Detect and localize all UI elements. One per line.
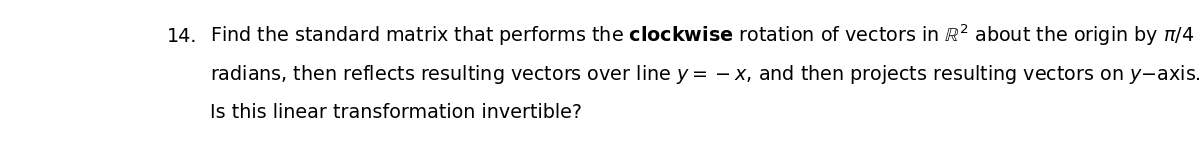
Text: radians, then reflects resulting vectors over line $y = -x$, and then projects r: radians, then reflects resulting vectors… [210,63,1200,86]
Text: Is this linear transformation invertible?: Is this linear transformation invertible… [210,103,582,122]
Text: 14.: 14. [167,27,197,46]
Text: Find the standard matrix that performs the $\mathbf{clockwise}$ rotation of vect: Find the standard matrix that performs t… [210,22,1195,48]
